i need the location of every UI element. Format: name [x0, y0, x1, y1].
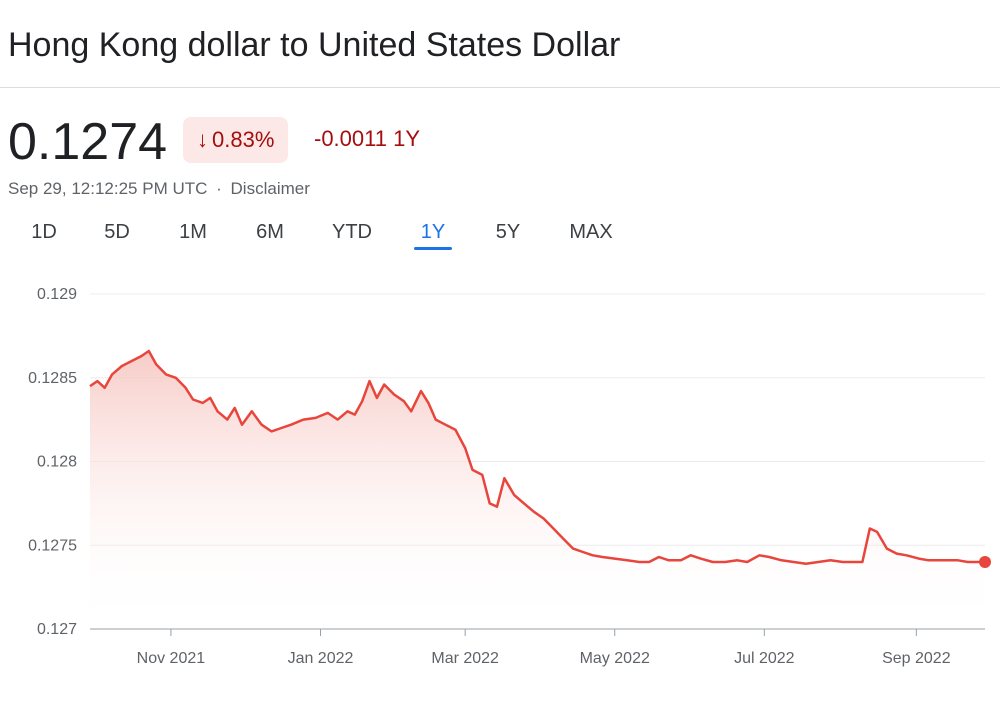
disclaimer-link[interactable]: Disclaimer — [230, 179, 310, 198]
range-tab-5y[interactable]: 5Y — [495, 221, 521, 243]
change-percent-value: 0.83% — [212, 127, 275, 152]
x-tick-label: Sep 2022 — [882, 650, 951, 667]
price-area — [90, 351, 985, 629]
x-tick-label: Nov 2021 — [137, 650, 206, 667]
header-divider — [0, 87, 1000, 88]
change-percent-badge: ↓ 0.83% — [183, 117, 289, 163]
meta-separator: · — [216, 179, 222, 198]
price-line — [89, 349, 985, 565]
range-tab-1d[interactable]: 1D — [31, 221, 57, 243]
range-tab-1y[interactable]: 1Y — [396, 218, 470, 254]
y-tick-label: 0.1285 — [28, 370, 77, 387]
y-tick-label: 0.127 — [37, 621, 77, 638]
x-tick-label: Mar 2022 — [431, 650, 499, 667]
range-tab-1m[interactable]: 1M — [179, 221, 207, 243]
range-tab-ytd[interactable]: YTD — [332, 221, 372, 243]
x-tick-label: Jul 2022 — [734, 650, 795, 667]
y-tick-label: 0.129 — [37, 286, 77, 303]
range-tab-5d[interactable]: 5D — [104, 221, 130, 243]
y-tick-label: 0.1275 — [28, 537, 77, 554]
x-tick-label: May 2022 — [580, 650, 650, 667]
change-absolute: -0.0011 1Y — [314, 126, 421, 151]
range-tabs: 1D 5D 1M 6M YTD 1Y 5Y MAX — [8, 218, 636, 254]
price-chart[interactable]: 0.129 0.1285 0.128 0.1275 0.127 Nov 2021 Jan 2… — [0, 270, 1000, 680]
current-point-marker — [979, 556, 991, 568]
range-tab-max[interactable]: MAX — [569, 221, 613, 243]
y-tick-label: 0.128 — [37, 454, 77, 471]
quote-timestamp: Sep 29, 12:12:25 PM UTC — [8, 179, 208, 198]
current-price: 0.1274 — [8, 113, 168, 171]
range-tab-6m[interactable]: 6M — [256, 221, 284, 243]
x-tick-label: Jan 2022 — [288, 650, 354, 667]
page-title: Hong Kong dollar to United States Dollar — [8, 26, 621, 64]
quote-meta: Sep 29, 12:12:25 PM UTC · Disclaimer — [8, 179, 310, 199]
arrow-down-icon: ↓ — [197, 127, 208, 152]
